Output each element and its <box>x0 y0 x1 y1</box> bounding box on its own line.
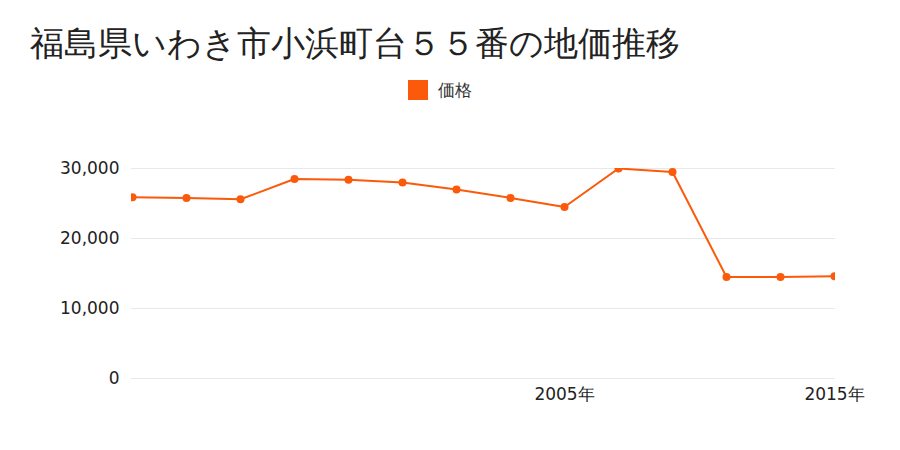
svg-text:0: 0 <box>109 368 120 388</box>
html-text:価格: 価格 <box>438 79 472 100</box>
svg-text:30,000: 30,000 <box>60 158 119 178</box>
svg-text:20,000: 20,000 <box>60 228 119 248</box>
html-text:福島県いわき市小浜町台５５番の地価推移: 福島県いわき市小浜町台５５番の地価推移 <box>30 23 680 63</box>
svg-text:10,000: 10,000 <box>60 298 119 318</box>
svg-text:2015年: 2015年 <box>804 384 864 404</box>
svg-text:2005年: 2005年 <box>534 384 594 404</box>
